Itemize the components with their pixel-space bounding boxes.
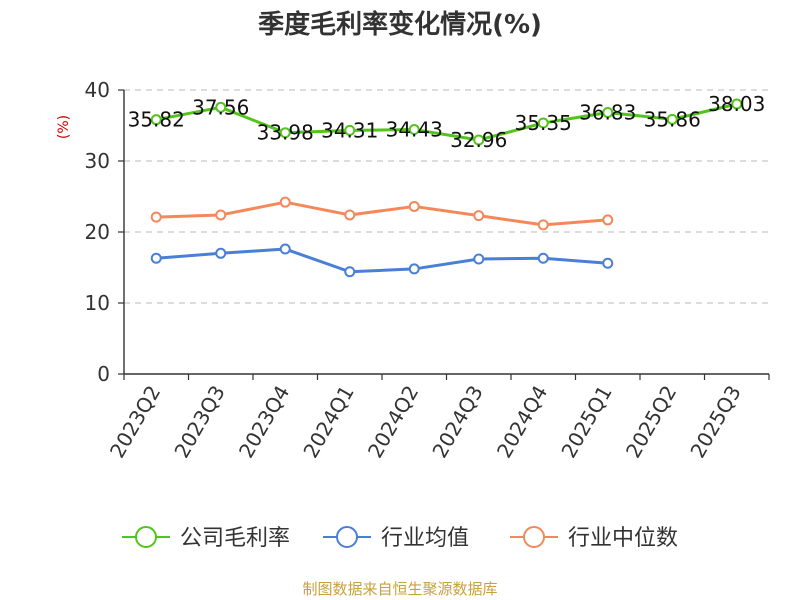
data-point[interactable] xyxy=(215,209,227,221)
series-line xyxy=(156,247,608,274)
data-label: 35.86 xyxy=(644,107,701,131)
y-tick-label: 10 xyxy=(85,291,110,315)
x-tick-label: 2025Q2 xyxy=(621,381,681,462)
x-tick-label: 2024Q2 xyxy=(363,381,423,462)
data-point[interactable] xyxy=(408,200,420,212)
data-point[interactable] xyxy=(666,113,678,125)
legend-item[interactable]: 行业均值 xyxy=(323,526,469,551)
legend-label: 公司毛利率 xyxy=(180,526,290,551)
data-label: 34.43 xyxy=(386,118,443,142)
data-point[interactable] xyxy=(150,114,162,126)
grid-lines xyxy=(124,89,769,304)
source-note: 制图数据来自恒生聚源数据库 xyxy=(302,580,497,598)
data-point[interactable] xyxy=(473,253,485,265)
series-2 xyxy=(150,196,614,231)
data-point[interactable] xyxy=(537,219,549,231)
data-label: 38.03 xyxy=(708,92,765,116)
chart-title: 季度毛利率变化情况(%) xyxy=(258,9,542,40)
data-point[interactable] xyxy=(344,209,356,221)
data-point[interactable] xyxy=(602,107,614,119)
legend-swatch-marker xyxy=(336,526,358,548)
legend-label: 行业中位数 xyxy=(568,526,678,551)
data-point[interactable] xyxy=(602,214,614,226)
series-line xyxy=(156,200,608,227)
x-tick-label: 2025Q3 xyxy=(685,381,745,462)
legend-item[interactable]: 公司毛利率 xyxy=(122,526,290,551)
data-point[interactable] xyxy=(731,98,743,110)
data-label: 37.56 xyxy=(192,95,249,119)
legend-swatch-marker xyxy=(135,526,157,548)
data-point[interactable] xyxy=(473,210,485,222)
data-point[interactable] xyxy=(537,117,549,129)
y-tick-label: 40 xyxy=(85,78,110,102)
data-point[interactable] xyxy=(408,263,420,275)
data-point[interactable] xyxy=(602,257,614,269)
series-0 xyxy=(150,98,743,146)
y-tick-label: 0 xyxy=(97,362,110,386)
data-point[interactable] xyxy=(344,124,356,136)
data-point[interactable] xyxy=(537,252,549,264)
data-label: 33.98 xyxy=(257,121,314,145)
data-point[interactable] xyxy=(408,124,420,136)
series-1 xyxy=(150,243,614,278)
data-point[interactable] xyxy=(279,196,291,208)
data-point[interactable] xyxy=(215,101,227,113)
data-point[interactable] xyxy=(279,243,291,255)
data-labels: 35.82 37.56 33.98 34.31 34.43 32.96 35.35 36.83… xyxy=(128,92,766,152)
series-group xyxy=(150,98,743,278)
series-line xyxy=(155,102,738,142)
data-point[interactable] xyxy=(473,134,485,146)
data-point[interactable] xyxy=(279,127,291,139)
data-label: 36.83 xyxy=(579,101,636,125)
data-label: 34.31 xyxy=(321,118,378,142)
x-tick-label: 2024Q3 xyxy=(427,381,487,462)
x-tick-label: 2023Q2 xyxy=(105,381,165,462)
x-tick-label: 2024Q4 xyxy=(492,381,552,462)
y-tick-label: 30 xyxy=(85,149,110,173)
data-point[interactable] xyxy=(150,252,162,264)
legend-label: 行业均值 xyxy=(381,526,469,551)
x-tick-label: 2024Q1 xyxy=(298,381,358,462)
y-axis-label: (%) xyxy=(56,115,72,139)
data-label: 35.35 xyxy=(515,111,572,135)
data-point[interactable] xyxy=(344,266,356,278)
y-tick-label: 20 xyxy=(85,220,110,244)
legend[interactable]: 公司毛利率 行业均值 行业中位数 xyxy=(122,526,678,551)
data-point[interactable] xyxy=(150,211,162,223)
x-tick-label: 2023Q3 xyxy=(169,381,229,462)
legend-swatch-marker xyxy=(523,526,545,548)
data-point[interactable] xyxy=(215,247,227,259)
data-label: 32.96 xyxy=(450,128,507,152)
x-tick-label: 2023Q4 xyxy=(234,381,294,462)
legend-item[interactable]: 行业中位数 xyxy=(510,526,678,551)
data-label: 35.82 xyxy=(128,108,185,132)
x-tick-label: 2025Q1 xyxy=(556,381,616,462)
